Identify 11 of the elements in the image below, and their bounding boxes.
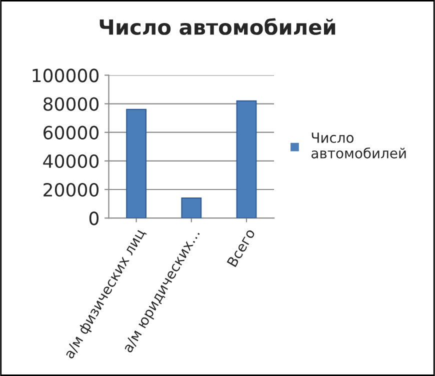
y-tick-label: 40000 — [43, 154, 99, 168]
legend-label: Число автомобилей — [312, 132, 406, 158]
y-tick-label: 20000 — [44, 182, 99, 197]
bar — [126, 108, 146, 218]
y-tick-label: 80000 — [44, 97, 99, 111]
y-tick-label: 60000 — [44, 126, 99, 140]
y-tick-label: 100000 — [32, 68, 99, 82]
bar — [181, 198, 202, 218]
chart-title: Число автомобилей — [100, 18, 336, 35]
bar — [236, 100, 257, 218]
y-tick-label: 0 — [89, 212, 99, 226]
